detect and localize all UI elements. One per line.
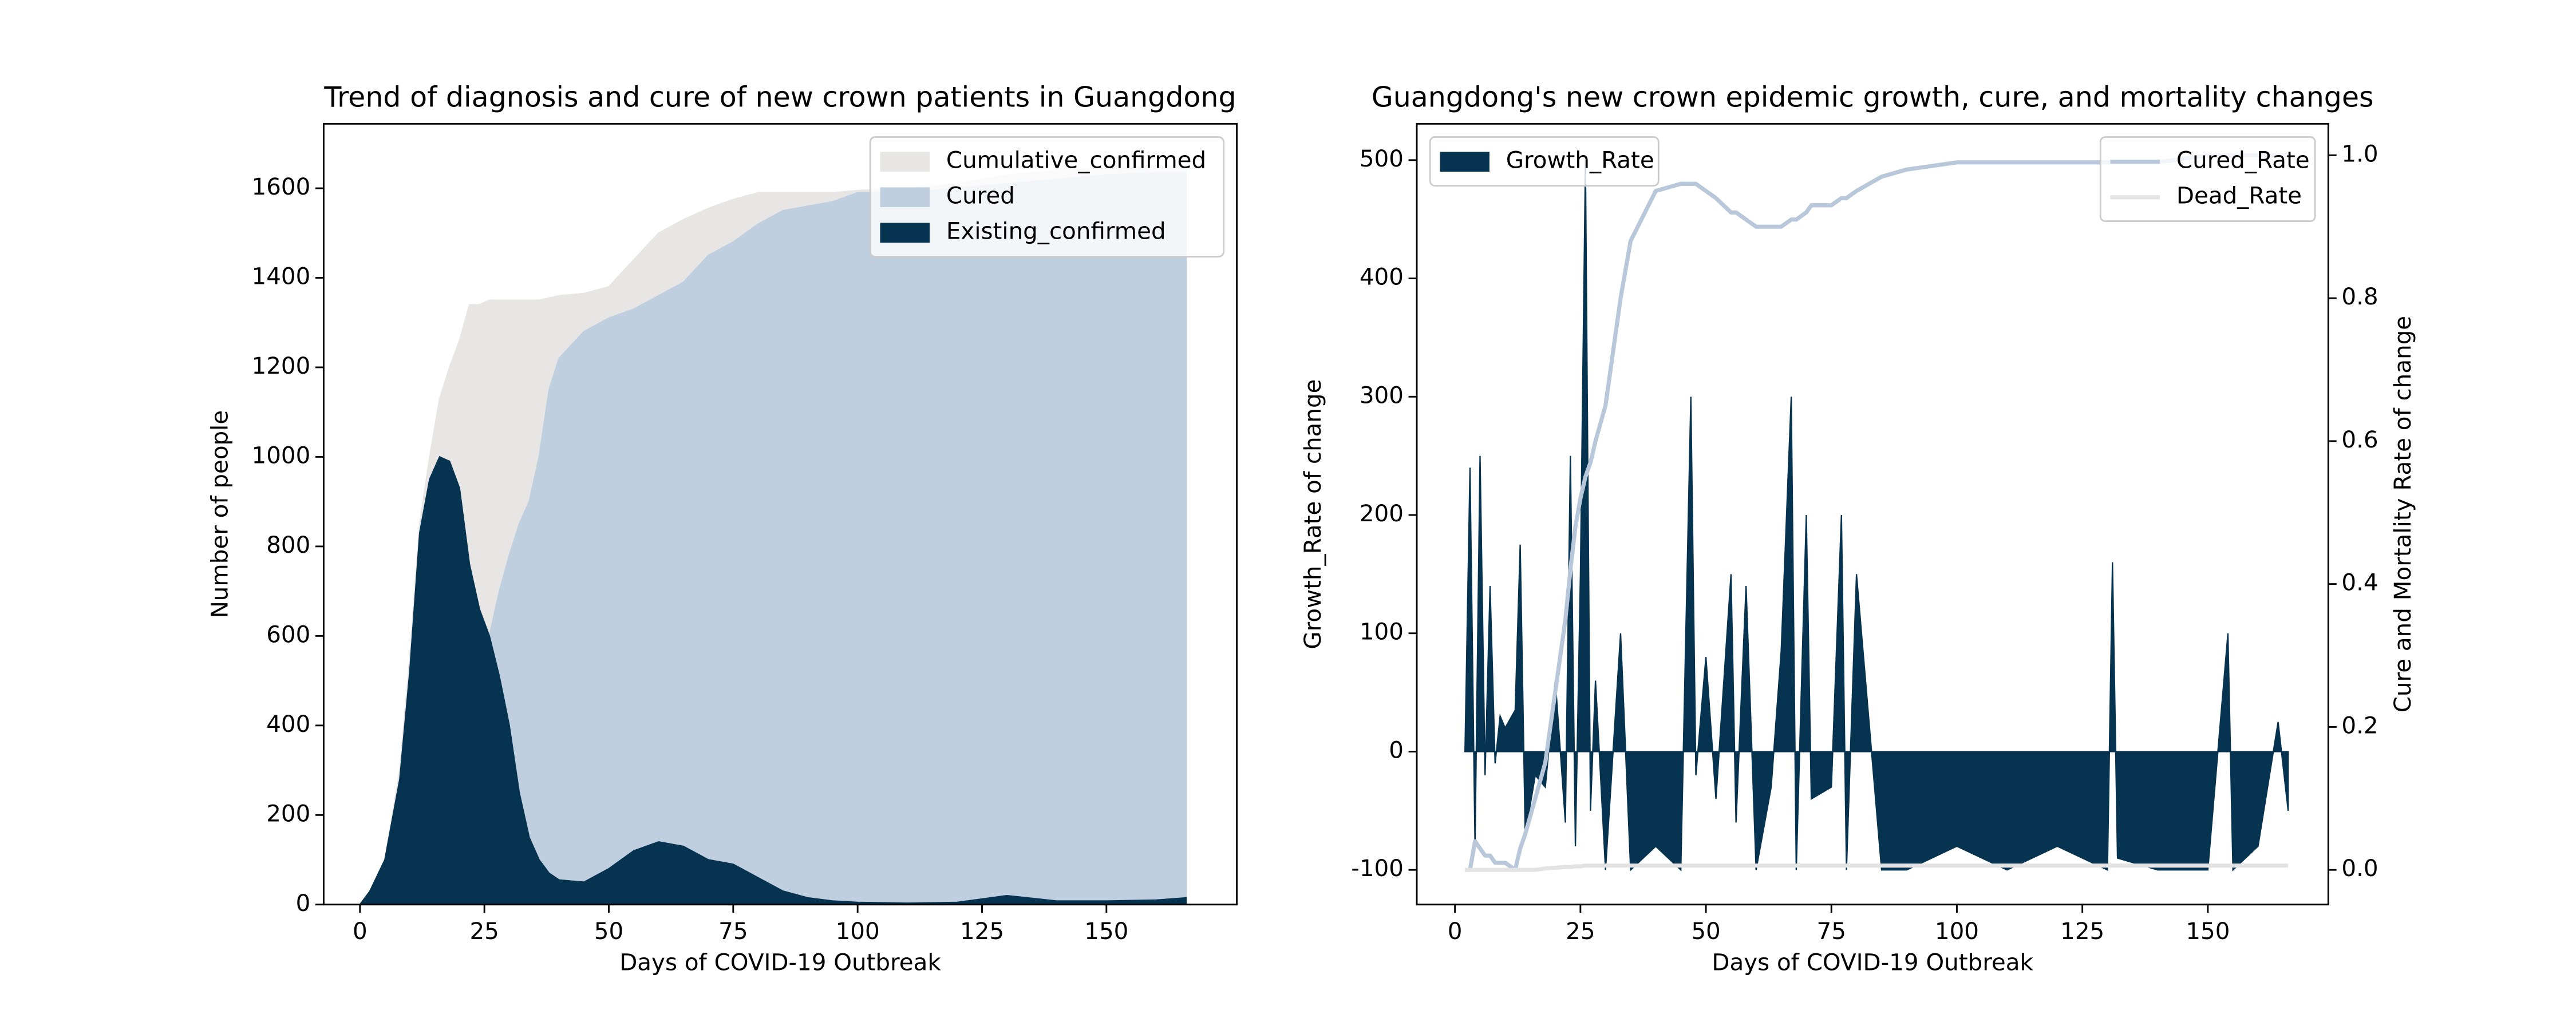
- x-tick-label: 50: [594, 918, 623, 945]
- legend-swatch: [880, 187, 930, 208]
- legend-box: [1429, 136, 1660, 187]
- x-tick-label: 125: [2060, 918, 2104, 945]
- x-tick-label: 50: [1691, 918, 1720, 945]
- legend: Cured_Rate Dead_Rate: [2099, 136, 2316, 222]
- x-axis-label: Days of COVID-19 Outbreak: [1712, 949, 2033, 976]
- chart-title: Guangdong's new crown epidemic growth, c…: [1372, 81, 2374, 114]
- y2-tick-label: 0.2: [2341, 712, 2378, 739]
- legend-label: Cured_Rate: [2176, 147, 2310, 174]
- x-tick-label: 0: [353, 918, 368, 945]
- y-tick-label: -100: [1351, 855, 1404, 882]
- axes-frame: [1416, 122, 2329, 906]
- y-tick-label: 1200: [252, 352, 311, 379]
- y2-axis-label: Cure and Mortality Rate of change: [2389, 316, 2416, 712]
- line: [1465, 153, 2289, 872]
- legend-label: Existing_confirmed: [946, 218, 1166, 245]
- y2-tick-label: 0.8: [2341, 283, 2378, 310]
- legend-label: Cured: [946, 183, 1015, 209]
- y-tick-label: 100: [1360, 619, 1404, 645]
- legend-box: [2099, 136, 2316, 222]
- legend: Growth_Rate: [1429, 136, 1660, 187]
- x-tick-label: 0: [1448, 918, 1463, 945]
- area: [1464, 160, 2289, 871]
- legend: Cumulative_confirmed Cured Existing_confir…: [869, 136, 1224, 258]
- legend-swatch: [880, 152, 930, 172]
- y-tick-label: 300: [1360, 382, 1404, 409]
- panel: 0 25 50 75 100 125 150 -100 0 100 200 300 400 500 0.0 0…: [1299, 81, 2416, 976]
- legend-label: Dead_Rate: [2176, 183, 2302, 209]
- y-tick-label: 200: [1360, 500, 1404, 527]
- y-axis-label: Growth_Rate of change: [1299, 379, 1326, 649]
- y-tick-label: 1600: [252, 173, 311, 200]
- legend-box: [869, 136, 1224, 258]
- y-tick-label: 500: [1360, 145, 1404, 172]
- x-tick-label: 150: [1084, 918, 1128, 945]
- y-tick-label: 800: [266, 532, 310, 558]
- x-tick-label: 25: [469, 918, 499, 945]
- x-tick-label: 125: [960, 918, 1004, 945]
- y-tick-label: 400: [1360, 264, 1404, 291]
- x-tick-label: 100: [836, 918, 880, 945]
- line: [1465, 863, 2289, 872]
- legend-swatch: [1440, 152, 1490, 172]
- area: [358, 455, 1187, 905]
- legend-label: Cumulative_confirmed: [946, 147, 1206, 174]
- x-tick-label: 25: [1566, 918, 1595, 945]
- x-axis-label: Days of COVID-19 Outbreak: [619, 949, 941, 976]
- y-tick-label: 600: [266, 621, 310, 648]
- x-tick-label: 100: [1935, 918, 1979, 945]
- y-tick-label: 400: [266, 711, 310, 738]
- legend-swatch: [880, 223, 930, 243]
- x-tick-label: 150: [2186, 918, 2230, 945]
- y-tick-label: 1000: [252, 442, 311, 469]
- y2-tick-label: 0.6: [2341, 426, 2378, 453]
- y2-tick-label: 1.0: [2341, 140, 2378, 167]
- x-tick-label: 75: [718, 918, 748, 945]
- y-tick-label: 200: [266, 800, 310, 827]
- y-tick-label: 0: [296, 890, 311, 917]
- axes-frame: [322, 122, 1238, 906]
- chart-title: Trend of diagnosis and cure of new crown…: [323, 81, 1236, 114]
- x-tick-label: 75: [1817, 918, 1846, 945]
- y2-tick-label: 0.0: [2341, 855, 2378, 882]
- y-axis-label: Number of people: [207, 410, 234, 619]
- y2-tick-label: 0.4: [2341, 569, 2378, 596]
- panel: 0 25 50 75 100 125 150 0 200 400 600 800 1000 1200 140…: [207, 81, 1238, 976]
- y-tick-label: 0: [1389, 736, 1404, 763]
- y-tick-label: 1400: [252, 263, 311, 290]
- legend-label: Growth_Rate: [1506, 147, 1654, 174]
